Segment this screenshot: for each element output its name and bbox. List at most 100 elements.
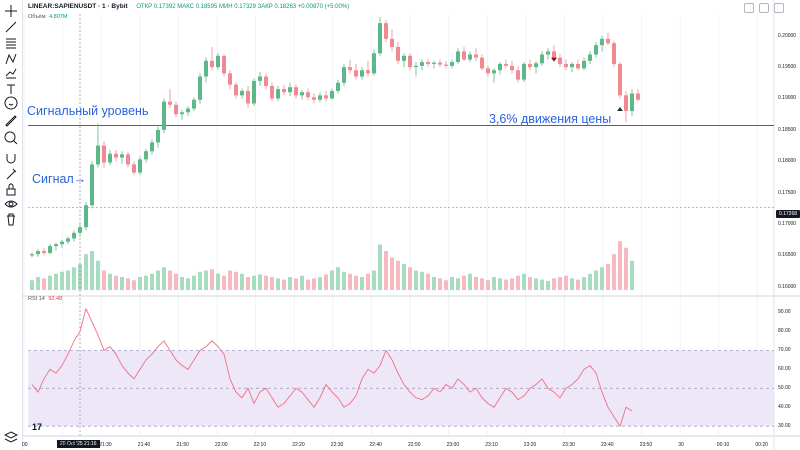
- candle[interactable]: [492, 68, 496, 83]
- candle[interactable]: [300, 89, 304, 100]
- fib-icon[interactable]: [4, 36, 18, 50]
- candle[interactable]: [114, 149, 118, 162]
- candle[interactable]: [36, 249, 40, 257]
- candle[interactable]: [630, 89, 634, 117]
- rsi-line[interactable]: [31, 307, 633, 428]
- candle[interactable]: [426, 59, 430, 68]
- candle[interactable]: [618, 62, 622, 99]
- candle[interactable]: [420, 59, 424, 71]
- candle[interactable]: [48, 244, 52, 255]
- candle[interactable]: [390, 29, 394, 52]
- magnet-icon[interactable]: [4, 152, 18, 166]
- candle[interactable]: [96, 123, 100, 168]
- candle[interactable]: [318, 92, 322, 103]
- candle[interactable]: [354, 63, 358, 80]
- candle[interactable]: [72, 230, 76, 242]
- candle[interactable]: [120, 151, 124, 164]
- candle[interactable]: [438, 59, 442, 68]
- candle[interactable]: [168, 89, 172, 108]
- candle[interactable]: [528, 59, 532, 71]
- candle[interactable]: [54, 242, 58, 251]
- candle[interactable]: [144, 148, 148, 163]
- candle[interactable]: [102, 141, 106, 168]
- candle[interactable]: [66, 236, 70, 245]
- candle[interactable]: [156, 126, 160, 148]
- candles[interactable]: [30, 16, 640, 258]
- candle[interactable]: [432, 60, 436, 69]
- candle[interactable]: [294, 84, 298, 99]
- signal-annotation[interactable]: Сигнал→: [32, 172, 87, 186]
- volume-legend[interactable]: Объём 4.807M: [28, 14, 67, 20]
- forecast-icon[interactable]: [4, 66, 18, 80]
- candle[interactable]: [42, 247, 46, 256]
- candle[interactable]: [474, 48, 478, 61]
- candle[interactable]: [402, 53, 406, 68]
- candle[interactable]: [372, 49, 376, 76]
- candle[interactable]: [414, 62, 418, 77]
- candle[interactable]: [534, 60, 538, 74]
- crosshair-icon[interactable]: [4, 4, 18, 18]
- candle[interactable]: [546, 48, 550, 60]
- candle[interactable]: [108, 149, 112, 166]
- candle[interactable]: [558, 54, 562, 68]
- trash-icon[interactable]: [4, 212, 18, 226]
- candle[interactable]: [360, 67, 364, 80]
- candle[interactable]: [276, 85, 280, 101]
- candle[interactable]: [210, 47, 214, 71]
- candle[interactable]: [30, 252, 34, 258]
- candle[interactable]: [246, 85, 250, 108]
- candle[interactable]: [480, 54, 484, 71]
- candle[interactable]: [624, 90, 628, 123]
- layers-icon[interactable]: [4, 430, 18, 444]
- candle[interactable]: [594, 41, 598, 58]
- maximize-pane-button[interactable]: [774, 3, 784, 13]
- candle[interactable]: [228, 70, 232, 90]
- candle[interactable]: [636, 89, 640, 102]
- candle[interactable]: [606, 32, 610, 46]
- ruler-icon[interactable]: [4, 114, 18, 128]
- candle[interactable]: [462, 47, 466, 61]
- emoji-icon[interactable]: [4, 96, 18, 110]
- candle[interactable]: [282, 84, 286, 96]
- candle[interactable]: [312, 93, 316, 104]
- candle[interactable]: [90, 161, 94, 209]
- candle[interactable]: [204, 57, 208, 83]
- candle[interactable]: [150, 139, 154, 155]
- candle[interactable]: [234, 82, 238, 99]
- restore-pane-button[interactable]: [759, 3, 769, 13]
- text-icon[interactable]: [4, 82, 18, 96]
- candle[interactable]: [522, 62, 526, 83]
- lock-draw-icon[interactable]: [4, 167, 18, 181]
- candle[interactable]: [258, 72, 262, 86]
- candle[interactable]: [498, 62, 502, 75]
- candle[interactable]: [444, 60, 448, 69]
- candle[interactable]: [456, 48, 460, 64]
- candle[interactable]: [486, 65, 490, 77]
- candle[interactable]: [570, 62, 574, 73]
- candle[interactable]: [132, 161, 136, 176]
- trend-line-icon[interactable]: [4, 20, 18, 34]
- rsi-legend[interactable]: RSI 14 92.48: [28, 296, 62, 302]
- candle[interactable]: [138, 156, 142, 176]
- candle[interactable]: [540, 51, 544, 66]
- candle[interactable]: [78, 224, 82, 237]
- candle[interactable]: [384, 20, 388, 42]
- buy-marker-icon[interactable]: [617, 107, 623, 112]
- candle[interactable]: [240, 88, 244, 99]
- candle[interactable]: [600, 35, 604, 52]
- candle[interactable]: [174, 101, 178, 118]
- candle[interactable]: [330, 88, 334, 100]
- sell-marker-icon[interactable]: [551, 57, 557, 62]
- candle[interactable]: [252, 78, 256, 107]
- candle[interactable]: [84, 202, 88, 231]
- candle[interactable]: [60, 239, 64, 248]
- candle[interactable]: [408, 53, 412, 71]
- signal-level-annotation[interactable]: Сигнальный уровень: [27, 104, 149, 118]
- candle[interactable]: [306, 88, 310, 100]
- chart-area[interactable]: 17 LINEAR:SAPIENUSDT · 1 · Bybit ОТКР 0.…: [22, 0, 800, 450]
- candle[interactable]: [612, 40, 616, 68]
- candle[interactable]: [378, 16, 382, 56]
- eye-icon[interactable]: [4, 197, 18, 211]
- chart-canvas[interactable]: 17: [22, 0, 800, 450]
- candle[interactable]: [576, 59, 580, 71]
